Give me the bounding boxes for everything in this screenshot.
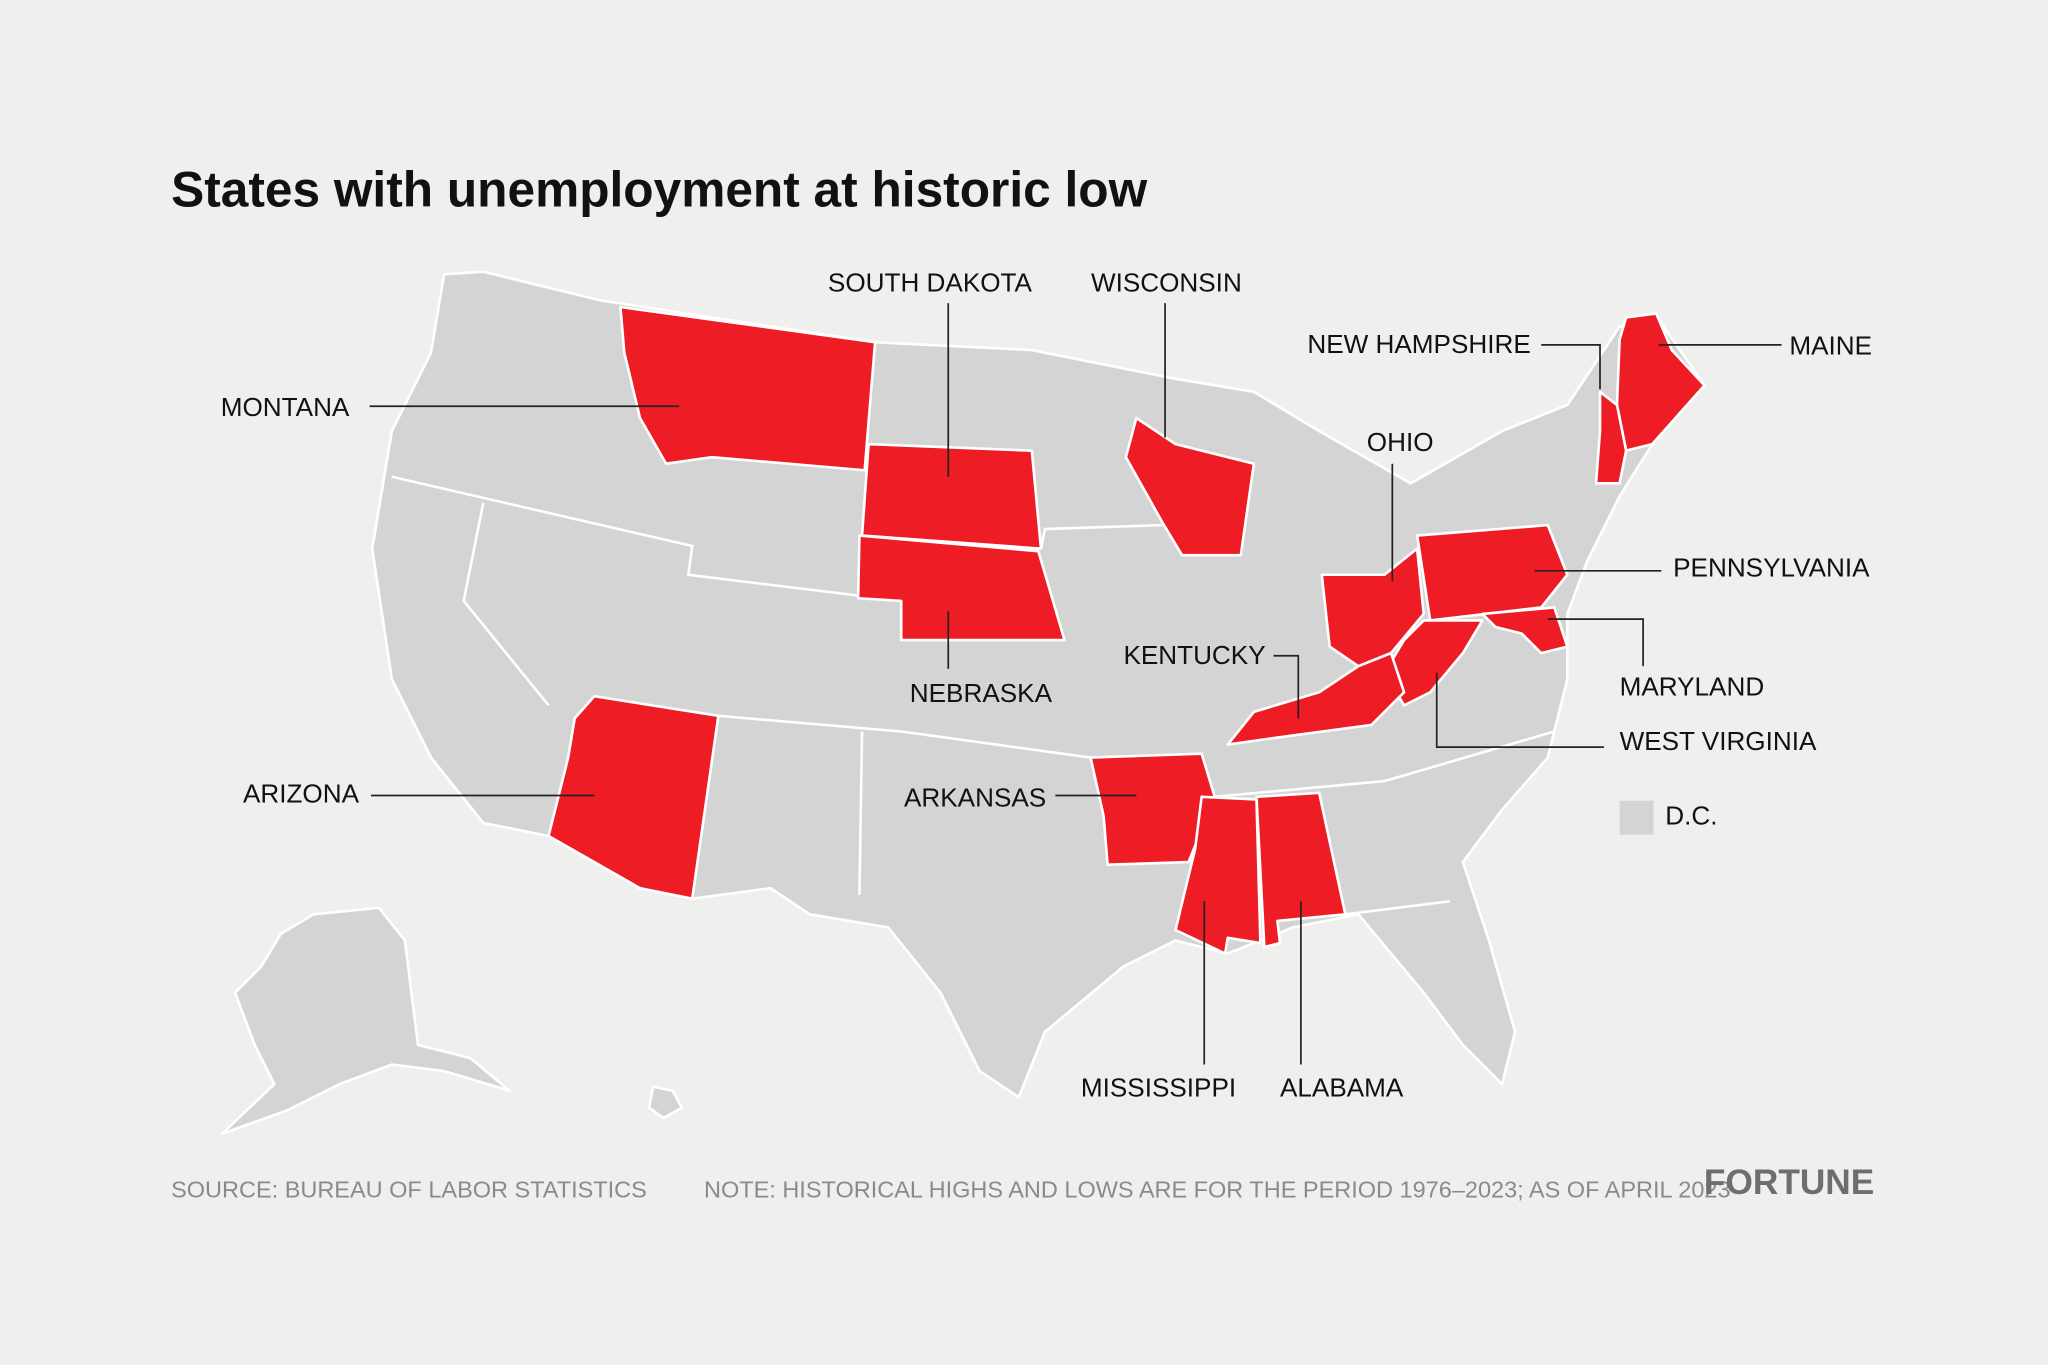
state-borders — [858, 731, 864, 895]
title: States with unemployment at historic low — [171, 161, 1147, 217]
state-arkansas — [1089, 752, 1216, 867]
state-label: MAINE — [1789, 330, 1872, 360]
note: NOTE: HISTORICAL HIGHS AND LOWS ARE FOR … — [704, 1176, 1731, 1202]
state-nebraska — [856, 534, 1066, 642]
state-kentucky — [1226, 651, 1406, 746]
state-label: ARIZONA — [243, 778, 360, 808]
leader-line — [1273, 654, 1300, 719]
state-montana — [619, 305, 877, 472]
state-maryland — [1481, 606, 1569, 655]
state-label: WEST VIRGINIA — [1620, 726, 1817, 756]
state-label: ALABAMA — [1280, 1072, 1404, 1102]
state-label: MARYLAND — [1620, 671, 1765, 701]
state-label: ARKANSAS — [904, 782, 1046, 812]
base-map — [220, 270, 1706, 1136]
leader-line — [1435, 672, 1604, 749]
brand: FORTUNE — [1704, 1163, 1874, 1202]
state-alabama — [1255, 791, 1347, 949]
legend-swatch — [1619, 800, 1654, 835]
state-ohio — [1320, 547, 1425, 668]
state-borders — [1039, 523, 1163, 549]
state-new-hampshire — [1594, 390, 1628, 485]
state-south-dakota — [860, 442, 1043, 550]
state-wisconsin — [1124, 416, 1256, 557]
state-label: WISCONSIN — [1091, 268, 1242, 298]
state-label: NEBRASKA — [910, 678, 1053, 708]
state-pennsylvania — [1415, 523, 1569, 622]
state-borders — [391, 475, 902, 603]
state-label: OHIO — [1367, 427, 1434, 457]
state-borders — [1345, 899, 1450, 916]
state-label: MONTANA — [221, 392, 350, 422]
leader-lines — [369, 303, 1782, 1065]
state-labels: MONTANA SOUTH DAKOTA WISCONSIN NEW HAMPS… — [221, 268, 1872, 1103]
state-label: NEW HAMPSHIRE — [1307, 329, 1530, 359]
alaska — [220, 906, 511, 1136]
state-west-virginia — [1383, 619, 1484, 707]
state-label: SOUTH DAKOTA — [828, 268, 1033, 298]
state-borders — [462, 502, 550, 707]
state-label: PENNSYLVANIA — [1673, 552, 1870, 582]
state-borders — [1214, 730, 1555, 799]
hawaii — [647, 1085, 684, 1120]
state-label: MISSISSIPPI — [1081, 1072, 1236, 1102]
legend-label: D.C. — [1665, 801, 1717, 831]
leader-line — [1541, 344, 1601, 390]
state-borders — [718, 714, 1091, 759]
state-label: KENTUCKY — [1123, 640, 1265, 670]
source: SOURCE: BUREAU OF LABOR STATISTICS — [171, 1176, 647, 1202]
leader-line — [1547, 618, 1644, 667]
state-arizona — [547, 694, 720, 900]
highlighted-states — [547, 305, 1706, 955]
